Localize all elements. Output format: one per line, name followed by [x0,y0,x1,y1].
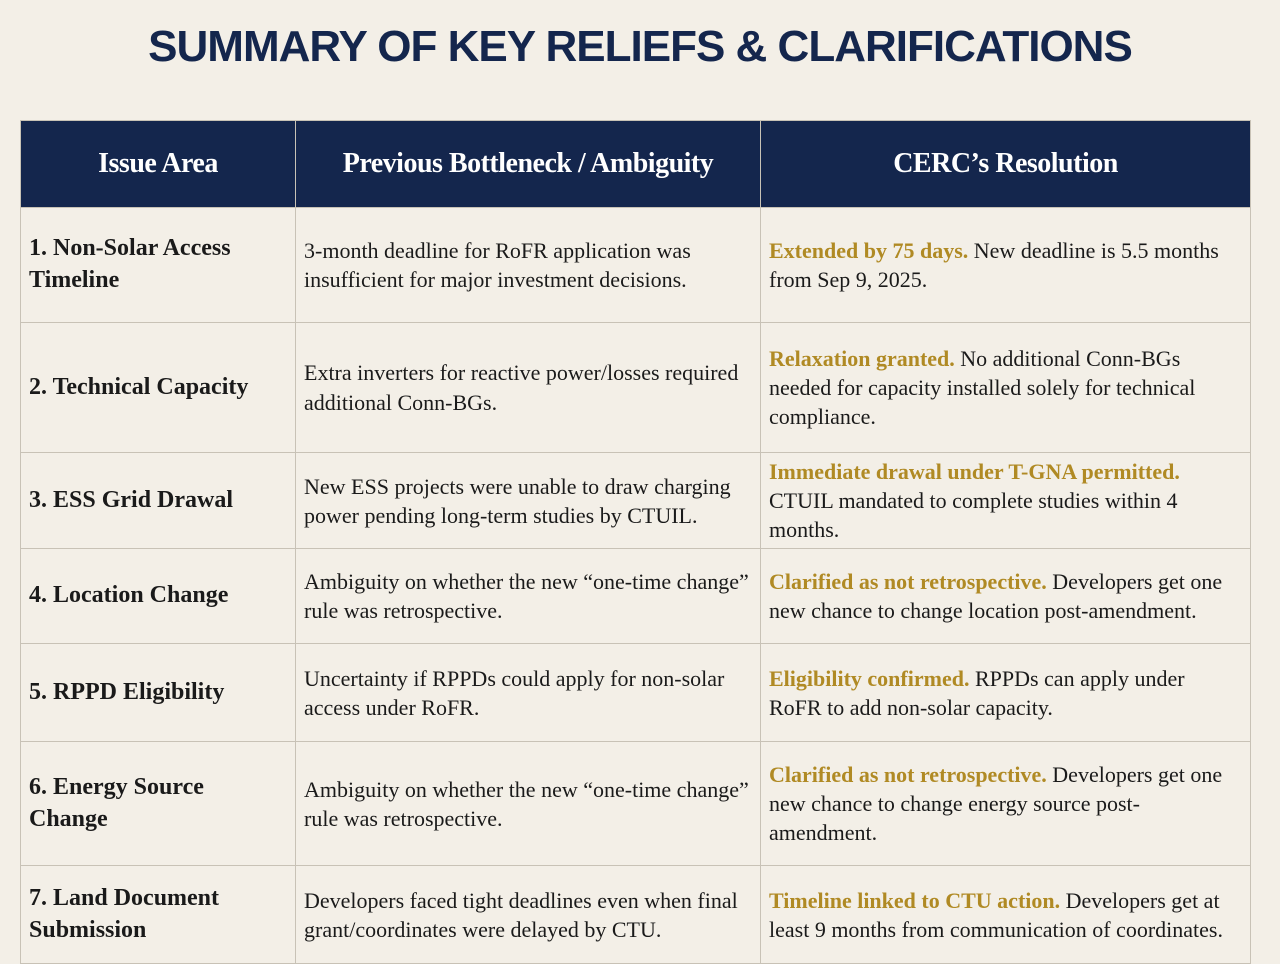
resolution-highlight: Clarified as not retrospective. [769,569,1047,595]
table-row: 5. RPPD Eligibility Uncertainty if RPPDs … [20,643,1251,743]
bottleneck-cell: Ambiguity on whether the new “one-time c… [295,548,761,645]
bottleneck-cell: Uncertainty if RPPDs could apply for non… [295,643,761,743]
issue-cell: 3. ESS Grid Drawal [20,451,296,550]
resolution-text: Developers get one new chance to change … [769,762,1223,846]
resolution-text: Developers get one new chance to change … [769,569,1223,624]
resolution-cell: Relaxation granted. No additional Conn-B… [760,322,1251,453]
table-row: 7. Land Document Submission Developers fa… [20,865,1251,964]
bottleneck-cell: New ESS projects were unable to draw cha… [295,451,761,550]
resolution-text: Developers get at least 9 months from co… [769,887,1223,942]
column-header: CERC’s Resolution [760,120,1251,208]
bottleneck-cell: 3-month deadline for RoFR application wa… [295,207,761,323]
resolution-highlight: Timeline linked to CTU action. [769,887,1061,913]
resolution-highlight: Immediate drawal under T-GNA permitted. [769,459,1180,484]
bottleneck-cell: Developers faced tight deadlines even wh… [295,865,761,964]
title: SUMMARY OF KEY RELIEFS & CLARIFICATIONS [148,22,1133,71]
issue-cell: 4. Location Change [20,548,296,645]
resolution-cell: Extended by 75 days. New deadline is 5.5… [760,207,1251,323]
resolution-highlight: Eligibility confirmed. [769,665,970,691]
resolution-cell: Timeline linked to CTU action. Developer… [760,865,1251,964]
resolution-highlight: Clarified as not retrospective. [769,762,1047,788]
resolution-cell: Eligibility confirmed. RPPDs can apply u… [760,643,1251,743]
issue-cell: 7. Land Document Submission [20,865,296,964]
bottleneck-cell: Ambiguity on whether the new “one-time c… [295,741,761,867]
resolution-cell: Immediate drawal under T-GNA permitted. … [760,451,1251,550]
resolution-text: RPPDs can apply under RoFR to add non-so… [769,665,1185,720]
resolution-cell: Clarified as not retrospective. Develope… [760,741,1251,867]
header-row: Issue Area Previous Bottleneck / Ambiguit… [20,120,1251,208]
table-row: 3. ESS Grid Drawal New ESS projects were … [20,451,1251,550]
table-row: 6. Energy Source Change Ambiguity on whet… [20,741,1251,867]
resolution-highlight: Extended by 75 days. [769,237,969,263]
column-header: Issue Area [20,120,296,208]
table-body: 1. Non-Solar Access Timeline 3-month dead… [20,207,1251,964]
issue-cell: 6. Energy Source Change [20,741,296,867]
column-header: Previous Bottleneck / Ambiguity [295,120,761,208]
issue-cell: 1. Non-Solar Access Timeline [20,207,296,323]
resolution-text: No additional Conn-BGs needed for capaci… [769,345,1196,430]
issue-cell: 5. RPPD Eligibility [20,643,296,743]
resolution-cell: Clarified as not retrospective. Develope… [760,548,1251,645]
issue-cell: 2. Technical Capacity [20,322,296,453]
resolution-text: New deadline is 5.5 months from Sep 9, 2… [769,237,1219,292]
resolution-text: CTUIL mandated to complete studies withi… [769,488,1178,543]
summary-table: Issue Area Previous Bottleneck / Ambiguit… [20,120,1251,964]
table-row: 1. Non-Solar Access Timeline 3-month dead… [20,207,1251,323]
table-row: 4. Location Change Ambiguity on whether t… [20,548,1251,645]
resolution-highlight: Relaxation granted. [769,345,955,371]
table-row: 2. Technical Capacity Extra inverters for… [20,322,1251,453]
bottleneck-cell: Extra inverters for reactive power/losse… [295,322,761,453]
